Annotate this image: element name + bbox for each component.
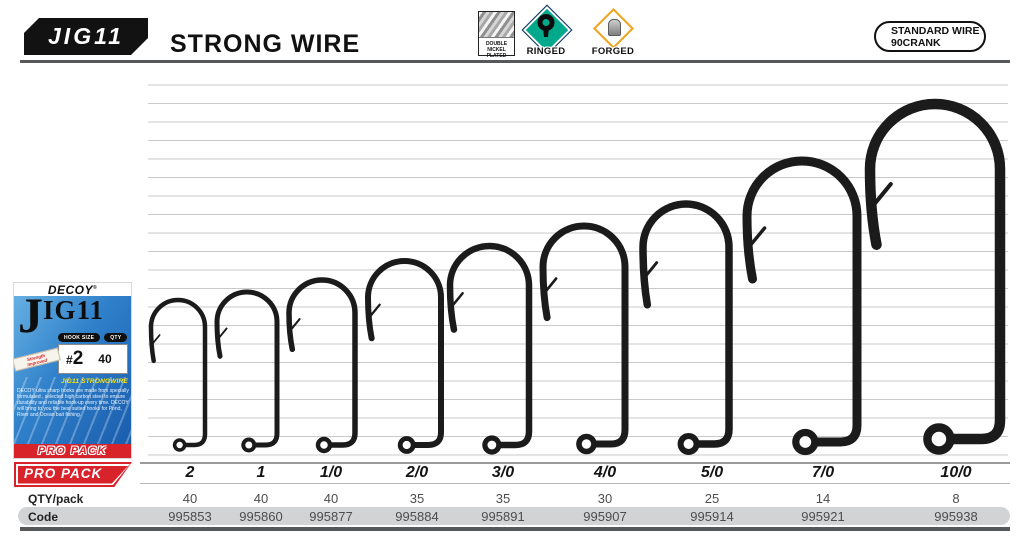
hook-barb	[450, 292, 464, 308]
code-cell: 995860	[239, 509, 283, 524]
code-cell: 995853	[168, 509, 212, 524]
qty-cell: 40	[182, 491, 198, 506]
hook-drawing	[539, 222, 629, 448]
hook-drawing	[214, 289, 280, 448]
qty-pill: QTY	[104, 333, 128, 342]
qty-cell: 35	[409, 491, 425, 506]
package-hook-size: 2	[72, 348, 84, 369]
hook-barb	[543, 277, 558, 294]
forged-label: FORGED	[591, 46, 635, 57]
size-cell: 2/0	[405, 464, 429, 481]
package-qty: 40	[98, 352, 112, 366]
qty-cell: 40	[323, 491, 339, 506]
hook-drawing	[286, 277, 358, 448]
hook-size-pill: HOOK SIZE	[58, 333, 101, 342]
package-front: J IG11 HOOK SIZE QTY #2 40 Strength Impr…	[14, 296, 131, 444]
ringed-icon: RINGED	[518, 4, 574, 60]
hook-eye	[172, 438, 187, 452]
hook-barb	[289, 318, 301, 332]
qty-cell: 40	[253, 491, 269, 506]
standard-wire-badge: STANDARD WIRE 90CRANK	[874, 21, 986, 52]
code-cell: 995884	[395, 509, 439, 524]
hook-eye	[677, 433, 700, 455]
hook-drawing	[148, 297, 208, 448]
package-model-title: J IG11	[18, 296, 105, 343]
brand-logo: DECOY®	[47, 282, 98, 297]
size-cell: 3/0	[491, 464, 515, 481]
hook-eye	[241, 437, 257, 453]
hook-eye	[482, 435, 502, 455]
hook-eye	[576, 433, 597, 455]
package-ribbon: Strength Improved	[14, 347, 61, 372]
header-divider	[20, 60, 1010, 63]
model-badge-label: JIG11	[48, 23, 124, 49]
hook-barb	[747, 226, 767, 249]
package-subtitle: JIG11 STRONGWIRE	[60, 378, 128, 385]
qty-cell: 14	[815, 491, 831, 506]
hook-barb	[217, 327, 228, 340]
size-cell: 1/0	[319, 464, 343, 481]
qty-cell: 35	[495, 491, 511, 506]
package-description: DECOY ultra sharp hooks are made from sp…	[17, 388, 129, 418]
hook-barb	[643, 261, 659, 279]
size-cell: 5/0	[700, 464, 724, 481]
table-rule-top	[140, 462, 1010, 464]
code-cell: 995938	[934, 509, 978, 524]
size-cell: 7/0	[811, 464, 835, 481]
qty-cell: 30	[597, 491, 613, 506]
page-title: STRONG WIRE	[170, 30, 361, 58]
hook-drawing	[364, 258, 444, 448]
model-badge: JIG11	[24, 18, 148, 55]
code-cell: 995907	[583, 509, 627, 524]
ring-eye-icon	[537, 14, 555, 37]
hook-drawing	[446, 242, 533, 449]
hook-eye	[315, 436, 333, 454]
hook-barb	[151, 334, 161, 346]
code-row-label: Code	[28, 510, 58, 524]
hook-drawing	[742, 156, 862, 447]
hook-drawing	[639, 200, 733, 448]
size-cell: 10/0	[940, 464, 972, 481]
nickel-texture-icon	[479, 12, 514, 38]
hook-eye	[397, 436, 416, 454]
nickel-label-line1: DOUBLE NICKEL	[485, 41, 508, 53]
code-cell: 995914	[690, 509, 734, 524]
size-cell: 1	[256, 464, 266, 481]
forged-icon: FORGED	[585, 7, 641, 60]
hook-barb	[368, 303, 381, 319]
code-cell: 995877	[309, 509, 353, 524]
code-row-band	[18, 507, 1010, 525]
forged-dome-icon	[608, 19, 621, 36]
qty-cell: 8	[952, 491, 960, 506]
hook-eye	[792, 428, 819, 456]
wire-badge-line2: 90CRANK	[891, 36, 941, 49]
size-qty-box: #2 40	[58, 344, 128, 374]
package-pro-pack-band: PRO PACK	[14, 444, 131, 458]
hook-drawing	[864, 98, 1006, 445]
ringed-label: RINGED	[526, 46, 566, 57]
qty-row-label: QTY/pack	[28, 492, 84, 506]
size-cell: 4/0	[593, 464, 617, 481]
product-package: DECOY® J IG11 HOOK SIZE QTY #2 40 Streng…	[14, 283, 131, 458]
hook-barb	[870, 182, 893, 209]
code-cell: 995921	[801, 509, 845, 524]
double-nickel-plated-icon: DOUBLE NICKEL PLATED	[478, 11, 515, 59]
size-cell: 2	[185, 464, 195, 481]
nickel-label-line2: PLATED	[486, 53, 507, 59]
pro-pack-label: PRO PACK	[14, 462, 132, 487]
qty-cell: 25	[704, 491, 720, 506]
code-cell: 995891	[481, 509, 525, 524]
table-rule-mid	[140, 483, 1010, 484]
hook-eye	[923, 423, 955, 455]
bottom-divider	[20, 527, 1010, 531]
wire-badge-line1: STANDARD WIRE	[891, 24, 980, 37]
